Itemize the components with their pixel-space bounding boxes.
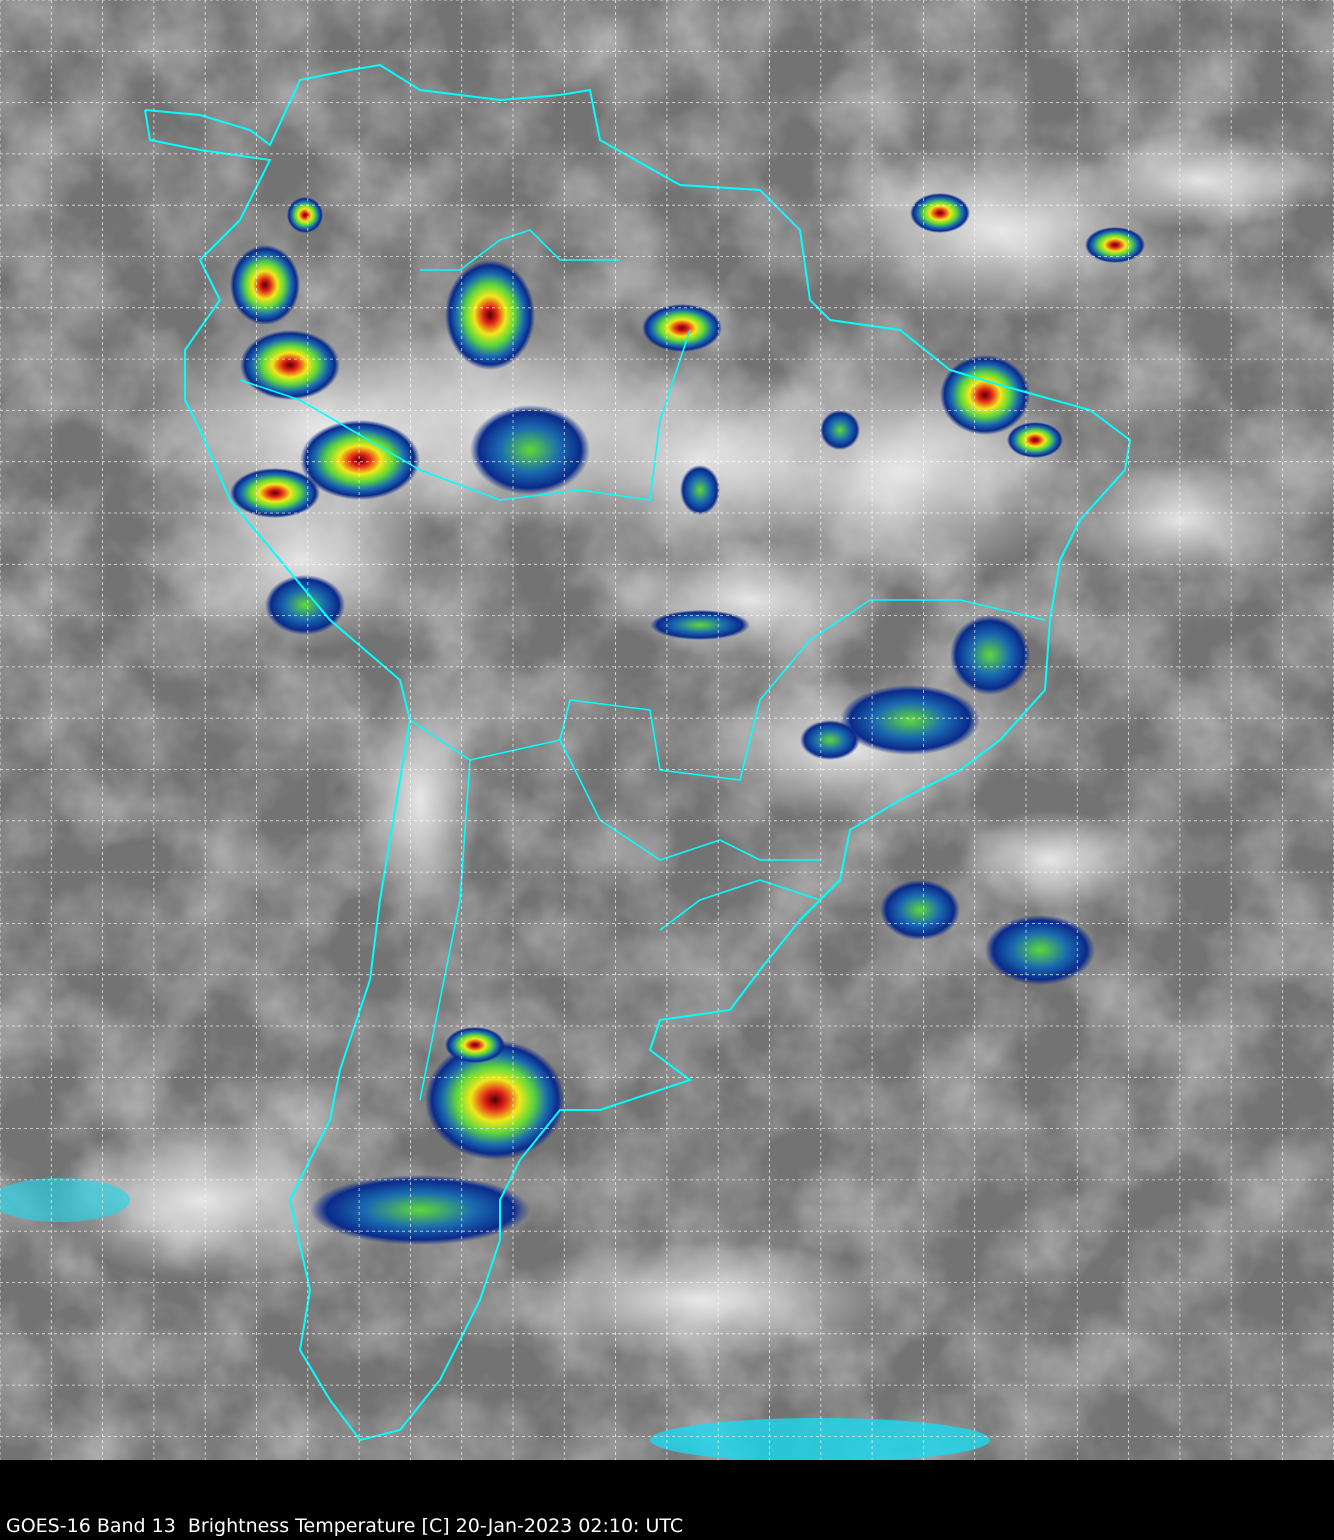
storm-cell — [910, 193, 970, 233]
cloud-area — [610, 540, 890, 660]
cold-top-southwest — [0, 1178, 130, 1222]
storm-cell — [820, 410, 860, 450]
storm-cell — [880, 880, 960, 940]
storm-cell — [642, 304, 722, 352]
storm-cell — [300, 420, 420, 500]
storm-cell — [445, 260, 535, 370]
storm-cell — [1007, 422, 1063, 458]
storm-cell — [230, 245, 300, 325]
cold-top-south — [650, 1418, 990, 1460]
storm-cell — [425, 1040, 565, 1160]
storm-cell — [1085, 227, 1145, 263]
storm-cell — [265, 575, 345, 635]
storm-cell — [840, 685, 980, 755]
satellite-map — [0, 0, 1334, 1460]
image-caption: GOES-16 Band 13 Brightness Temperature [… — [6, 1515, 684, 1537]
lat-lon-grid — [0, 0, 1334, 1460]
storm-cell — [240, 330, 340, 400]
cloud-area — [50, 1120, 350, 1280]
storm-cell — [680, 465, 720, 515]
cloud-area — [500, 1240, 900, 1360]
cloud-area — [1060, 460, 1300, 580]
storm-cell — [287, 197, 323, 233]
cloud-area — [360, 670, 480, 930]
storm-cell — [940, 355, 1030, 435]
country-borders — [239, 229, 1046, 1101]
cloud-area — [160, 470, 440, 650]
polar-cold-tops — [0, 1178, 990, 1460]
storm-cell — [310, 1175, 530, 1245]
convective-cells — [230, 193, 1145, 1245]
storm-cell — [985, 915, 1095, 985]
storm-cell — [445, 1027, 505, 1063]
storm-cell — [650, 610, 750, 640]
cloud-area — [960, 810, 1140, 910]
continent-boundary — [144, 63, 1132, 1442]
storm-cell — [230, 468, 320, 518]
storm-cell — [800, 720, 860, 760]
storm-cell — [950, 615, 1030, 695]
cloud-area — [1080, 130, 1320, 230]
storm-cell — [470, 405, 590, 495]
